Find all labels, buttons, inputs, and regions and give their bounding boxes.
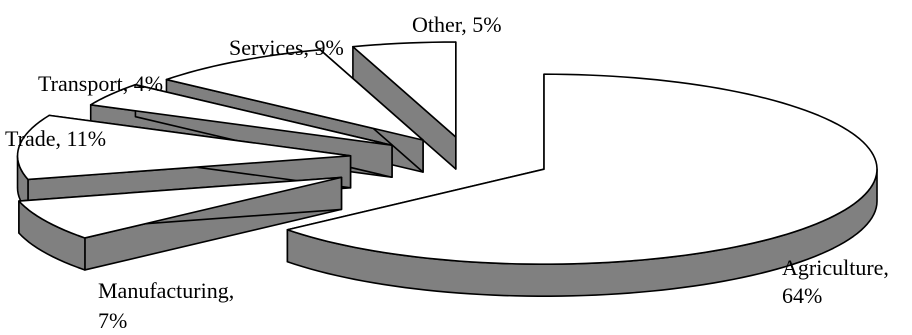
- data-label-line: Other, 5%: [412, 12, 502, 37]
- pie-slice-top: [352, 41, 457, 138]
- pie-slice-agriculture: [286, 73, 878, 297]
- data-label-line: Manufacturing,: [98, 278, 234, 303]
- pie-slice-top: [165, 48, 424, 141]
- data-label-services: Services, 9%: [229, 35, 344, 60]
- pie-slice-top: [89, 83, 393, 147]
- pie-slice-trade: [16, 114, 352, 213]
- pie-slice-top: [18, 176, 343, 239]
- data-label-line: Services, 9%: [229, 35, 344, 60]
- pie-slice-top: [286, 73, 878, 265]
- data-label-other: Other, 5%: [412, 12, 502, 37]
- pie-labels: Agriculture, 64% Manufacturing, 7% Trade, 11…: [5, 12, 889, 333]
- data-label-trade: Trade, 11%: [5, 126, 106, 151]
- data-label-line: Transport, 4%: [38, 71, 163, 96]
- data-label-line: Trade, 11%: [5, 126, 106, 151]
- pie-slice-manufacturing: [18, 176, 343, 271]
- data-label-line: 64%: [782, 283, 822, 308]
- pie-slices: [16, 41, 878, 297]
- pie-slice-top: [16, 114, 352, 181]
- data-label-line: 7%: [98, 308, 127, 333]
- data-label-transport: Transport, 4%: [38, 71, 163, 96]
- pie-slice-other: [352, 41, 457, 170]
- data-label-manufacturing: Manufacturing, 7%: [98, 278, 234, 333]
- data-label-agriculture: Agriculture, 64%: [782, 255, 889, 308]
- data-label-line: Agriculture,: [782, 255, 889, 280]
